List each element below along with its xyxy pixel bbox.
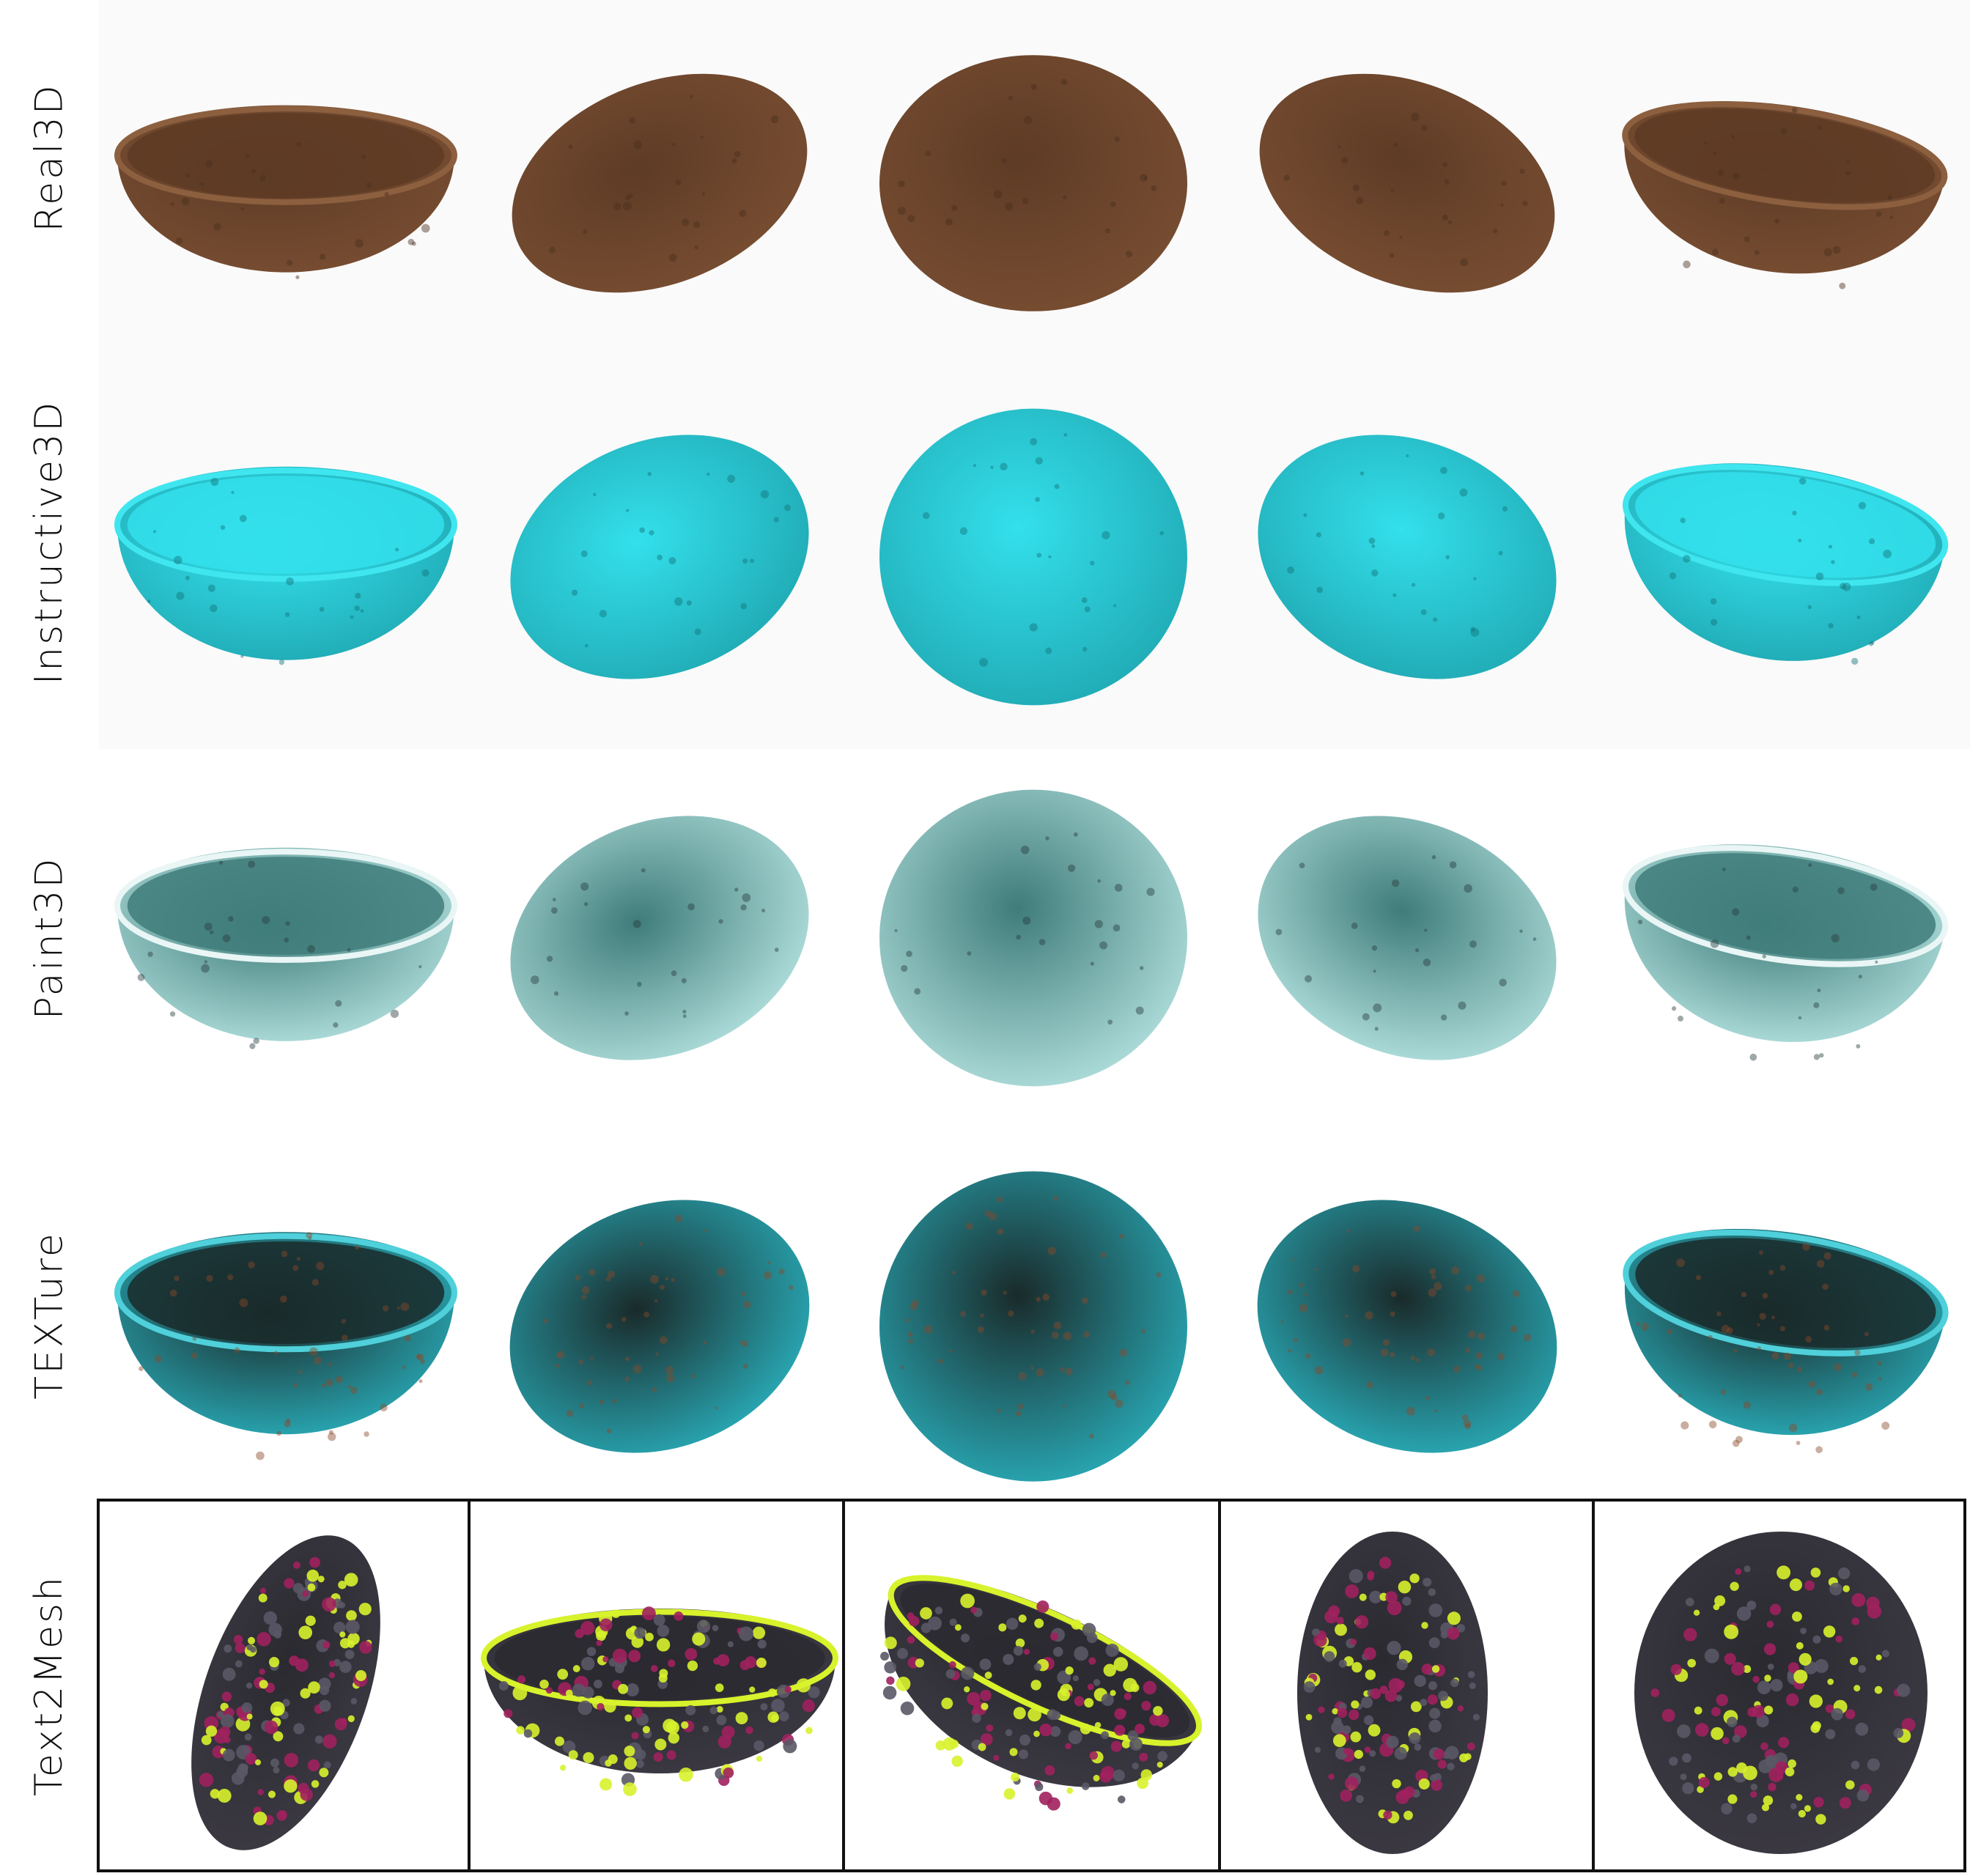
bowl-tilted-left-icon bbox=[476, 777, 843, 1099]
bowl-tilted-left-icon bbox=[476, 1502, 843, 1869]
bowl-front-icon bbox=[103, 1502, 469, 1869]
bowl-tilted-left-icon bbox=[476, 1158, 843, 1495]
bowl-tilted-right-icon bbox=[1224, 1158, 1590, 1495]
bowl-three-quarter-icon bbox=[1598, 44, 1964, 322]
bowl-top-icon bbox=[850, 44, 1217, 322]
bowl-tilted-right-icon bbox=[1224, 1502, 1590, 1869]
bowl-front-icon bbox=[103, 396, 469, 718]
frame-divider bbox=[842, 1499, 845, 1872]
frame-divider bbox=[1592, 1499, 1595, 1872]
row-label-paint3d: Paint3D bbox=[27, 856, 72, 1020]
bowl-top-icon bbox=[850, 1158, 1217, 1495]
row-label-text2mesh: Text2Mesh bbox=[27, 1574, 72, 1797]
frame-divider bbox=[1218, 1499, 1221, 1872]
frame-divider bbox=[468, 1499, 471, 1872]
bowl-tilted-right-icon bbox=[1224, 777, 1590, 1099]
bowl-three-quarter-icon bbox=[1598, 1502, 1964, 1869]
bowl-three-quarter-icon bbox=[1598, 1158, 1964, 1495]
bowl-tilted-left-icon bbox=[476, 44, 843, 322]
bowl-top-icon bbox=[850, 396, 1217, 718]
bowl-tilted-right-icon bbox=[1224, 44, 1590, 322]
text2mesh-frame bbox=[97, 1499, 1966, 1872]
row-label-instructive3d: Instructive3D bbox=[27, 399, 72, 685]
bowl-three-quarter-icon bbox=[1598, 777, 1964, 1099]
row-label-texture: TEXTure bbox=[27, 1231, 72, 1400]
bowl-tilted-right-icon bbox=[1224, 396, 1590, 718]
bowl-top-icon bbox=[850, 777, 1217, 1099]
bowl-front-icon bbox=[103, 1158, 469, 1495]
bowl-tilted-left-icon bbox=[476, 396, 843, 718]
bowl-top-icon bbox=[850, 1502, 1217, 1869]
row-label-real3d: Real3D bbox=[27, 83, 72, 232]
bowl-three-quarter-icon bbox=[1598, 396, 1964, 718]
bowl-front-icon bbox=[103, 44, 469, 322]
bowl-front-icon bbox=[103, 777, 469, 1099]
